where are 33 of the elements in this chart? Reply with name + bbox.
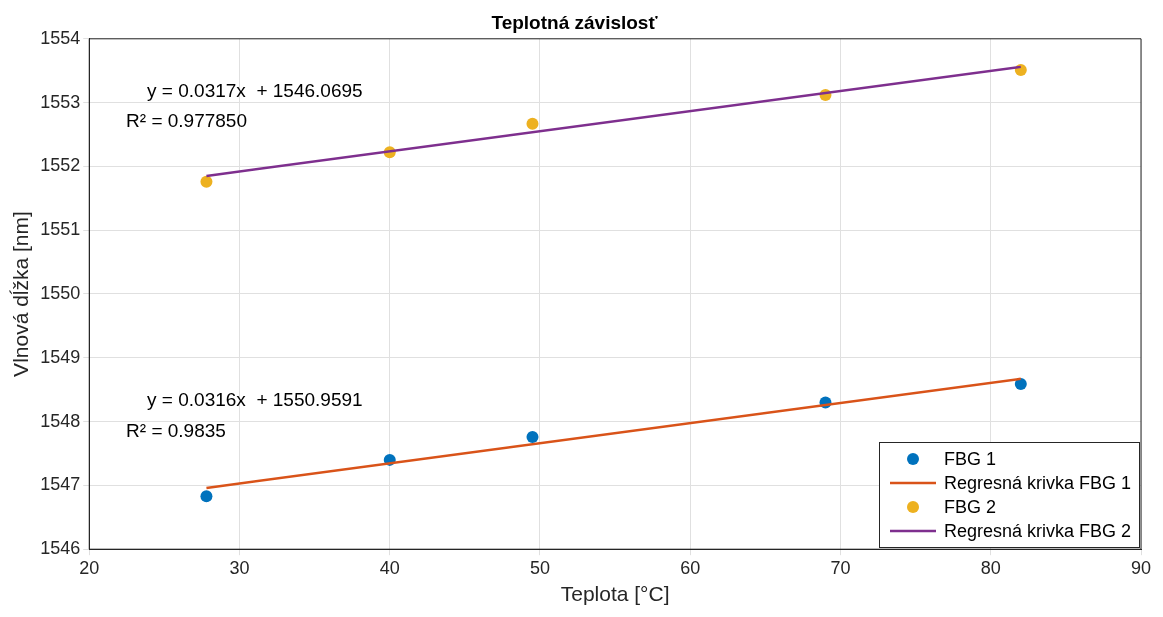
x-tick-label: 70 <box>830 557 851 578</box>
legend-label: Regresná krivka FBG 1 <box>943 472 1131 494</box>
legend-label: Regresná krivka FBG 2 <box>943 520 1131 542</box>
annotation: y = 0.0317x + 1546.0695 <box>147 80 363 102</box>
y-tick-label: 1550 <box>40 282 81 303</box>
y-axis-title: Vlnová dĺžka [nm] <box>9 211 33 377</box>
x-tick-label: 90 <box>1130 557 1152 578</box>
point <box>200 175 213 188</box>
point <box>200 490 213 503</box>
y-tick-label: 1554 <box>40 27 81 48</box>
x-tick-label: 50 <box>529 557 551 578</box>
legend-label: FBG 1 <box>943 448 996 470</box>
y-tick-label: 1549 <box>40 346 81 367</box>
y-tick-label: 1547 <box>40 474 81 495</box>
y-tick-label: 1551 <box>40 219 81 240</box>
y-tick-label: 1552 <box>40 155 81 176</box>
point <box>526 430 539 443</box>
x-tick-label: 30 <box>229 557 250 578</box>
y-tick-label: 1546 <box>40 538 81 559</box>
legend-label: FBG 2 <box>943 496 996 518</box>
point <box>1014 377 1027 390</box>
x-axis-title: Teplota [°C] <box>560 582 670 606</box>
x-tick-label: 20 <box>79 557 100 578</box>
annotation: R² = 0.977850 <box>126 109 248 131</box>
y-tick-label: 1553 <box>40 91 81 112</box>
chart-title: Teplotná závislosť <box>491 11 659 33</box>
annotation: R² = 0.9835 <box>126 420 226 442</box>
x-tick-label: 60 <box>680 557 701 578</box>
y-tick-label: 1548 <box>40 410 81 431</box>
x-tick-label: 80 <box>980 557 1001 578</box>
annotation: y = 0.0316x + 1550.9591 <box>147 389 363 411</box>
point <box>526 117 539 130</box>
x-tick-label: 40 <box>379 557 400 578</box>
